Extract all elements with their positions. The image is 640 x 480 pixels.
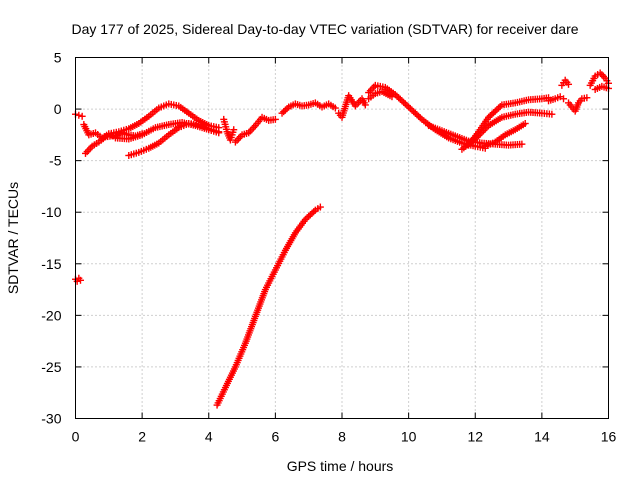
data-point: [598, 71, 606, 79]
series-arc-8: [220, 115, 238, 144]
series-arc-12: [335, 92, 369, 121]
series-arc-1: [72, 110, 86, 120]
x-tick-label: 12: [467, 429, 483, 445]
series-arc-19: [545, 93, 568, 105]
x-axis-title: GPS time / hours: [287, 458, 394, 474]
x-tick-labels: 0 2 4 6 8 10 12 14 16: [72, 429, 617, 445]
series-arc-7: [111, 118, 223, 143]
y-axis-title: SDTVAR / TECUs: [5, 182, 21, 294]
x-tick-label: 14: [534, 429, 550, 445]
data-point: [521, 120, 529, 128]
x-tick-label: 6: [271, 429, 279, 445]
y-tick-label: -10: [41, 204, 61, 220]
x-tick-label: 4: [205, 429, 213, 445]
data-point: [230, 126, 238, 134]
chart-title: Day 177 of 2025, Sidereal Day-to-day VTE…: [71, 21, 578, 37]
data-point: [271, 115, 279, 123]
series-arc-20: [558, 76, 573, 89]
data-point: [565, 80, 573, 88]
data-point: [361, 101, 369, 109]
data-points: [72, 69, 612, 409]
x-tick-label: 8: [338, 429, 346, 445]
data-point: [583, 94, 591, 102]
x-tick-label: 0: [72, 429, 80, 445]
data-point: [560, 95, 568, 103]
y-tick-label: 5: [54, 50, 62, 66]
plot-frame: [75, 57, 609, 419]
series-arc-5: [105, 100, 223, 138]
data-point: [388, 93, 396, 101]
data-point: [215, 129, 223, 137]
y-tick-label: -15: [41, 256, 61, 272]
series-arc-10: [278, 99, 339, 117]
x-tick-label: 2: [138, 429, 146, 445]
series-arc-9: [231, 113, 279, 146]
series-arc-2: [72, 274, 84, 285]
data-point: [75, 111, 83, 119]
y-tick-label: -20: [41, 307, 61, 323]
series-arc-11: [213, 203, 324, 409]
series-arc-18: [481, 120, 529, 150]
data-point: [331, 104, 339, 112]
data-point: [548, 110, 556, 118]
series-arc-14: [365, 88, 396, 103]
y-tick-label: 0: [54, 101, 62, 117]
y-tick-label: -30: [41, 411, 61, 427]
y-tick-label: -25: [41, 359, 61, 375]
data-point: [78, 112, 86, 120]
x-tick-label: 16: [601, 429, 617, 445]
data-point: [518, 140, 526, 148]
y-tick-label: -5: [49, 153, 62, 169]
data-point: [76, 276, 84, 284]
x-tick-label: 10: [401, 429, 417, 445]
series-arc-21: [565, 94, 591, 115]
y-tick-labels: 5 0 -5 -10 -15 -20 -25 -30: [41, 50, 61, 427]
data-point: [316, 203, 324, 211]
